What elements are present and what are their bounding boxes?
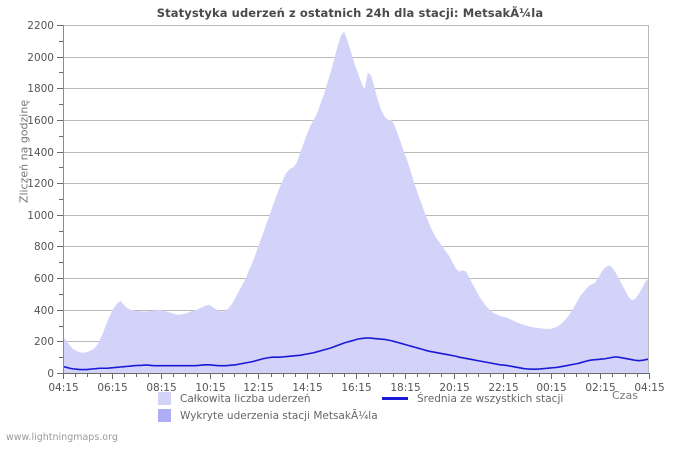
svg-text:1400: 1400 [27, 147, 54, 159]
svg-text:10:15: 10:15 [195, 382, 225, 394]
plot-area: 0 200 400 600 800 1000 1200 1400 1600 1800 2000 220… [27, 20, 665, 394]
legend-label-station: Wykryte uderzenia stacji MetsakÃ¼la [180, 409, 378, 422]
svg-text:2200: 2200 [27, 20, 54, 32]
svg-text:600: 600 [34, 273, 54, 285]
legend-swatch-station-icon [158, 409, 171, 422]
svg-text:1200: 1200 [27, 178, 54, 190]
svg-text:08:15: 08:15 [146, 382, 176, 394]
svg-text:02:15: 02:15 [585, 382, 615, 394]
legend-swatch-average-icon [382, 397, 408, 400]
svg-text:04:15: 04:15 [634, 382, 664, 394]
svg-text:800: 800 [34, 241, 54, 253]
svg-text:00:15: 00:15 [536, 382, 566, 394]
legend-item-station: Wykryte uderzenia stacji MetsakÃ¼la [158, 407, 378, 424]
svg-text:0: 0 [47, 368, 54, 380]
svg-text:14:15: 14:15 [292, 382, 322, 394]
legend-label-total: Całkowita liczba uderzeń [180, 392, 311, 405]
watermark: www.lightningmaps.org [6, 432, 118, 443]
svg-text:2000: 2000 [27, 52, 54, 64]
area-series-layer [63, 31, 649, 374]
svg-text:18:15: 18:15 [390, 382, 420, 394]
x-axis-label: Czas [612, 389, 638, 402]
y-axis-ticks: 0 200 400 600 800 1000 1200 1400 1600 1800 2000 220… [27, 20, 63, 380]
svg-text:04:15: 04:15 [48, 382, 78, 394]
svg-text:16:15: 16:15 [341, 382, 371, 394]
legend-item-total: Całkowita liczba uderzeń [158, 390, 311, 407]
svg-text:12:15: 12:15 [243, 382, 273, 394]
svg-text:400: 400 [34, 305, 54, 317]
chart-title: Statystyka uderzeń z ostatnich 24h dla s… [156, 6, 544, 20]
average-line-layer [62, 337, 650, 371]
x-axis-ticks: 04:15 06:15 08:15 10:15 12:15 14:15 16:15 18:15… [48, 373, 665, 394]
legend-swatch-total-icon [158, 392, 171, 405]
svg-text:200: 200 [34, 336, 54, 348]
legend-item-average: Średnia ze wszystkich stacji [382, 390, 563, 407]
svg-text:1600: 1600 [27, 115, 54, 127]
legend-label-average: Średnia ze wszystkich stacji [417, 392, 564, 405]
svg-text:22:15: 22:15 [488, 382, 518, 394]
svg-text:20:15: 20:15 [439, 382, 469, 394]
svg-text:1800: 1800 [27, 83, 54, 95]
svg-text:06:15: 06:15 [97, 382, 127, 394]
chart-legend: Całkowita liczba uderzeń Wykryte uderzen… [0, 390, 700, 430]
svg-text:1000: 1000 [27, 210, 54, 222]
